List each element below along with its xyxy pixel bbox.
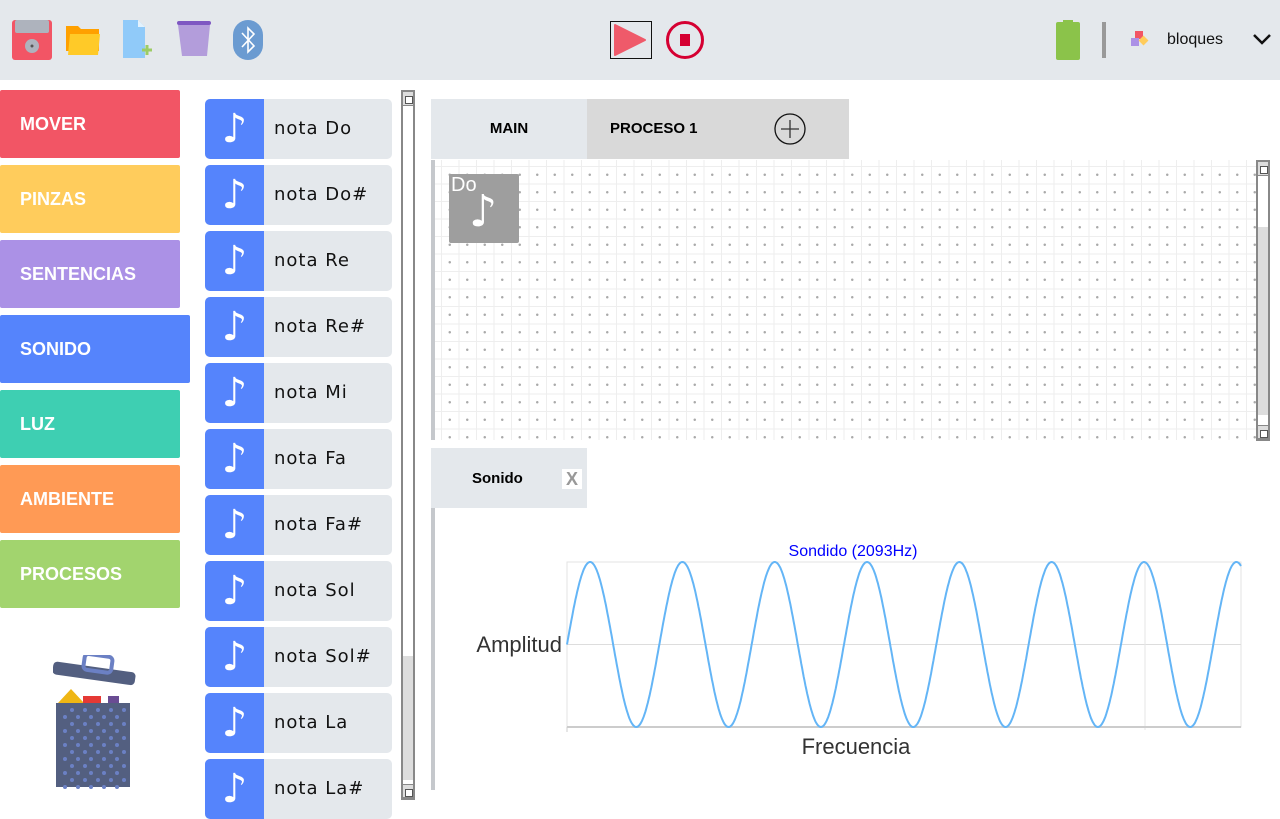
- category-pinzas[interactable]: PINZAS: [0, 165, 180, 233]
- block-label: nota Sol#: [274, 646, 372, 667]
- music-note-icon: ♪: [205, 561, 264, 621]
- bluetooth-icon[interactable]: [233, 20, 263, 60]
- divider: [1102, 22, 1106, 58]
- stop-button[interactable]: [665, 20, 705, 60]
- tab-main[interactable]: MAIN: [431, 99, 587, 159]
- block-label: nota Re#: [274, 316, 367, 337]
- trash-icon[interactable]: [176, 20, 212, 58]
- y-axis-label: Amplitud: [476, 632, 562, 657]
- scroll-up-button[interactable]: [1258, 162, 1268, 176]
- block-item[interactable]: ♪ nota Re: [205, 231, 392, 291]
- category-mover[interactable]: MOVER: [0, 90, 180, 158]
- panel-tab-label: Sonido: [472, 470, 523, 487]
- tab-proceso-1[interactable]: PROCESO 1: [587, 99, 849, 159]
- panel-tab-sonido[interactable]: Sonido X: [431, 448, 587, 508]
- block-label: nota Fa#: [274, 514, 364, 535]
- scrollbar-thumb[interactable]: [403, 656, 413, 780]
- block-label: nota Sol: [274, 580, 356, 601]
- scroll-up-button[interactable]: [403, 92, 413, 106]
- close-panel-button[interactable]: X: [562, 469, 582, 489]
- block-item[interactable]: ♪ nota Sol#: [205, 627, 392, 687]
- sound-chart: Sondido (2093Hz) Amplitud Frecuencia: [476, 543, 1242, 759]
- block-item[interactable]: ♪ nota La: [205, 693, 392, 753]
- blocks-icon: [1131, 31, 1149, 46]
- new-file-icon[interactable]: [123, 20, 157, 60]
- panel-border: [431, 508, 435, 790]
- block-label: nota La#: [274, 778, 365, 799]
- note-block-do[interactable]: Do ♪: [449, 174, 519, 243]
- scroll-down-button[interactable]: [1258, 425, 1268, 439]
- block-label: nota Do: [274, 118, 353, 139]
- music-note-icon: ♪: [205, 363, 264, 423]
- block-item[interactable]: ♪ nota Sol: [205, 561, 392, 621]
- category-procesos[interactable]: PROCESOS: [0, 540, 180, 608]
- save-icon[interactable]: [12, 20, 52, 60]
- category-sentencias[interactable]: SENTENCIAS: [0, 240, 180, 308]
- play-icon: [614, 24, 646, 56]
- block-label: nota La: [274, 712, 349, 733]
- block-label: nota Do#: [274, 184, 369, 205]
- palette-scrollbar[interactable]: [401, 90, 415, 800]
- category-sonido[interactable]: SONIDO: [0, 315, 190, 383]
- tab-label: PROCESO 1: [610, 120, 698, 137]
- trash-bin-icon[interactable]: [53, 655, 138, 790]
- music-note-icon: ♪: [469, 186, 498, 237]
- open-folder-icon[interactable]: [65, 24, 107, 56]
- scrollbar-thumb[interactable]: [1258, 227, 1268, 415]
- block-item[interactable]: ♪ nota Do: [205, 99, 392, 159]
- canvas-scrollbar[interactable]: [1256, 160, 1270, 441]
- battery-icon: [1056, 20, 1080, 60]
- block-item[interactable]: ♪ nota Fa#: [205, 495, 392, 555]
- block-item[interactable]: ♪ nota La#: [205, 759, 392, 819]
- music-note-icon: ♪: [205, 165, 264, 225]
- program-canvas[interactable]: Do ♪: [431, 160, 1256, 440]
- add-process-icon[interactable]: [774, 113, 806, 145]
- block-label: nota Fa: [274, 448, 347, 469]
- play-button[interactable]: [610, 21, 652, 59]
- scroll-down-button[interactable]: [403, 784, 413, 798]
- x-axis-label: Frecuencia: [802, 734, 912, 759]
- music-note-icon: ♪: [205, 759, 264, 819]
- music-note-icon: ♪: [205, 429, 264, 489]
- block-item[interactable]: ♪ nota Re#: [205, 297, 392, 357]
- music-note-icon: ♪: [205, 693, 264, 753]
- toolbar: bloques: [0, 0, 1280, 80]
- category-ambiente[interactable]: AMBIENTE: [0, 465, 180, 533]
- block-item[interactable]: ♪ nota Fa: [205, 429, 392, 489]
- block-item[interactable]: ♪ nota Do#: [205, 165, 392, 225]
- category-luz[interactable]: LUZ: [0, 390, 180, 458]
- music-note-icon: ♪: [205, 627, 264, 687]
- chevron-down-icon[interactable]: [1252, 32, 1272, 46]
- music-note-icon: ♪: [205, 231, 264, 291]
- block-label: nota Mi: [274, 382, 348, 403]
- music-note-icon: ♪: [205, 495, 264, 555]
- music-note-icon: ♪: [205, 297, 264, 357]
- mode-label[interactable]: bloques: [1167, 31, 1224, 48]
- chart-title: Sondido (2093Hz): [789, 543, 918, 560]
- music-note-icon: ♪: [205, 99, 264, 159]
- block-label: Do: [451, 174, 477, 196]
- block-item[interactable]: ♪ nota Mi: [205, 363, 392, 423]
- sine-series-line: [566, 560, 1242, 729]
- block-label: nota Re: [274, 250, 351, 271]
